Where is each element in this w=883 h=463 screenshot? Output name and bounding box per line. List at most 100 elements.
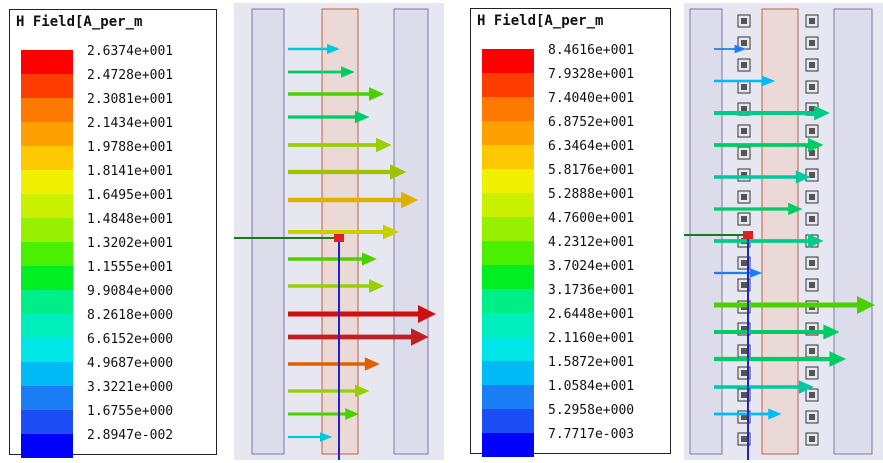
legend-value-label: 6.3464e+001 xyxy=(548,139,634,154)
legend-value-label: 7.9328e+001 xyxy=(548,67,634,82)
conductor-strip-right xyxy=(834,9,872,454)
via-core xyxy=(809,260,815,266)
legend-value-label: 6.8752e+001 xyxy=(548,115,634,130)
legend-value-label: 4.9687e+000 xyxy=(87,356,173,371)
via-core xyxy=(741,216,747,222)
via-core xyxy=(809,18,815,24)
legend-swatch xyxy=(21,98,73,122)
legend-swatch xyxy=(482,289,534,313)
legend-value-label: 8.2618e+000 xyxy=(87,308,173,323)
via-core xyxy=(809,392,815,398)
legend-value-label: 2.6374e+001 xyxy=(87,44,173,59)
field-arrow-head xyxy=(362,252,377,265)
via-core xyxy=(741,370,747,376)
legend-swatch xyxy=(21,50,73,74)
legend-left-title: H Field[A_per_m xyxy=(16,14,142,30)
legend-value-label: 6.6152e+000 xyxy=(87,332,173,347)
field-arrow-head xyxy=(355,111,369,124)
legend-left: H Field[A_per_m 2.6374e+001 2.4728e+001 2.… xyxy=(9,9,217,455)
legend-value-label: 2.8947e-002 xyxy=(87,428,173,443)
legend-swatch xyxy=(482,217,534,241)
legend-value-label: 3.1736e+001 xyxy=(548,283,634,298)
legend-swatch xyxy=(21,74,73,98)
field-plot-left-canvas xyxy=(234,3,444,460)
legend-swatch xyxy=(482,385,534,409)
field-arrow-head xyxy=(750,268,762,278)
legend-swatch xyxy=(482,169,534,193)
legend-swatch xyxy=(482,337,534,361)
field-arrow-head xyxy=(808,234,823,248)
via-core xyxy=(741,392,747,398)
field-plot-right-canvas xyxy=(684,3,883,460)
legend-swatch xyxy=(482,361,534,385)
legend-value-label: 2.3081e+001 xyxy=(87,92,173,107)
via-core xyxy=(809,370,815,376)
legend-swatch xyxy=(21,290,73,314)
legend-swatch xyxy=(21,122,73,146)
via-core xyxy=(741,282,747,288)
legend-swatch xyxy=(21,266,73,290)
conductor-strip-right xyxy=(394,9,428,454)
legend-value-label: 4.7600e+001 xyxy=(548,211,634,226)
via-core xyxy=(741,40,747,46)
legend-swatch xyxy=(482,49,534,73)
legend-value-label: 2.4728e+001 xyxy=(87,68,173,83)
legend-value-label: 3.3221e+000 xyxy=(87,380,173,395)
legend-swatch xyxy=(21,242,73,266)
legend-swatch xyxy=(482,241,534,265)
legend-value-label: 2.1434e+001 xyxy=(87,116,173,131)
via-core xyxy=(741,128,747,134)
legend-value-label: 7.4040e+001 xyxy=(548,91,634,106)
legend-swatch xyxy=(482,433,534,457)
legend-value-label: 7.7717e-003 xyxy=(548,427,634,442)
legend-value-label: 5.2958e+000 xyxy=(548,403,634,418)
legend-value-label: 5.2888e+001 xyxy=(548,187,634,202)
legend-swatch xyxy=(21,386,73,410)
field-arrow-head xyxy=(369,87,384,101)
legend-value-label: 1.5872e+001 xyxy=(548,355,634,370)
legend-swatch xyxy=(21,362,73,386)
via-core xyxy=(809,62,815,68)
legend-swatch xyxy=(21,314,73,338)
legend-swatch xyxy=(21,218,73,242)
legend-swatch xyxy=(482,145,534,169)
field-arrow-head xyxy=(365,357,380,370)
via-core xyxy=(809,348,815,354)
legend-swatch xyxy=(482,313,534,337)
field-arrow-head xyxy=(808,138,823,152)
legend-value-label: 3.7024e+001 xyxy=(548,259,634,274)
via-core xyxy=(741,150,747,156)
field-arrow-head xyxy=(814,106,830,121)
legend-swatch xyxy=(482,193,534,217)
legend-value-label: 1.3202e+001 xyxy=(87,236,173,251)
field-arrow-head xyxy=(369,279,384,293)
legend-value-label: 4.2312e+001 xyxy=(548,235,634,250)
via-core xyxy=(741,436,747,442)
field-arrow-head xyxy=(796,170,811,183)
via-core xyxy=(809,84,815,90)
via-core xyxy=(809,128,815,134)
legend-value-label: 2.1160e+001 xyxy=(548,331,634,346)
legend-right: H Field[A_per_m 8.4616e+001 7.9328e+001 7.… xyxy=(470,8,671,454)
via-core xyxy=(809,436,815,442)
legend-value-label: 5.8176e+001 xyxy=(548,163,634,178)
conductor-strip-left xyxy=(252,9,284,454)
legend-value-label: 1.6495e+001 xyxy=(87,188,173,203)
legend-swatch xyxy=(21,194,73,218)
field-arrow-head xyxy=(376,138,392,152)
via-core xyxy=(809,194,815,200)
via-core xyxy=(809,40,815,46)
via-core xyxy=(809,282,815,288)
legend-value-label: 1.9788e+001 xyxy=(87,140,173,155)
via-core xyxy=(741,348,747,354)
legend-value-label: 1.8141e+001 xyxy=(87,164,173,179)
field-plot-right xyxy=(684,3,883,460)
legend-swatch xyxy=(482,265,534,289)
legend-swatch xyxy=(482,121,534,145)
via-core xyxy=(741,260,747,266)
legend-value-label: 1.6755e+000 xyxy=(87,404,173,419)
port-marker xyxy=(334,234,344,242)
legend-value-label: 9.9084e+000 xyxy=(87,284,173,299)
legend-swatch xyxy=(21,410,73,434)
legend-swatch xyxy=(482,97,534,121)
